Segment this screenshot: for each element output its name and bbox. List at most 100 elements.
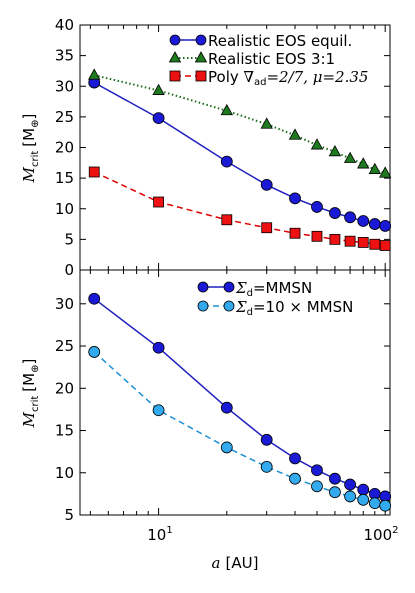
top-legend: Realistic EOS equil. Realistic EOS 3:1 P…	[168, 32, 368, 88]
data-point-circle	[88, 346, 101, 358]
data-point-square	[369, 238, 381, 250]
legend-marker-square	[169, 70, 181, 82]
data-point-circle	[379, 219, 392, 232]
y-tick-label: 35	[55, 47, 74, 65]
legend-entry-realistic-eos-equil: Realistic EOS equil.	[169, 32, 352, 50]
y-tick-label: 40	[55, 16, 74, 34]
data-point-circle	[368, 218, 381, 230]
x-tick-label-100: 1002	[363, 525, 398, 544]
legend-label-sigma-mmsn: Σd=MMSN	[235, 279, 312, 299]
data-point-circle	[260, 433, 273, 446]
legend-marker-circle	[197, 300, 209, 312]
y-tick-label: 5	[64, 506, 74, 524]
legend-entry-sigma-10-mmsn: Σd=10 × MMSN	[197, 298, 353, 318]
top-series-markers	[88, 68, 392, 251]
data-point-square	[379, 240, 391, 251]
legend-label-realistic-eos-3-1: Realistic EOS 3:1	[208, 50, 335, 68]
y-tick-label: 15	[55, 422, 74, 440]
x-tick-label-10: 101	[147, 525, 172, 544]
data-point-circle	[357, 483, 370, 496]
data-point-triangle	[357, 157, 370, 169]
y-tick-label: 20	[55, 379, 74, 397]
data-point-circle	[357, 493, 370, 506]
data-point-circle	[152, 112, 165, 124]
data-point-triangle	[220, 103, 233, 116]
data-point-circle	[88, 292, 101, 305]
data-point-circle	[368, 497, 381, 510]
data-point-circle	[260, 460, 273, 473]
y-tick-label: 10	[55, 200, 74, 218]
data-point-circle	[344, 490, 356, 503]
data-point-circle	[311, 480, 323, 493]
series-line-0	[93, 298, 386, 498]
data-point-circle	[329, 472, 341, 485]
data-point-circle	[152, 341, 165, 354]
x-axis-label: a [AU]	[212, 554, 259, 572]
data-point-circle	[220, 155, 233, 168]
legend-marker-circle	[223, 300, 235, 312]
legend-marker-triangle	[168, 51, 182, 63]
y-tick-label: 25	[55, 108, 74, 126]
data-point-circle	[289, 192, 301, 205]
data-point-circle	[220, 441, 233, 454]
y-tick-label: 30	[55, 77, 74, 95]
legend-marker-circle	[169, 34, 181, 46]
data-point-square	[261, 222, 273, 234]
y-tick-label: 0	[64, 261, 74, 279]
y-tick-label: 20	[55, 139, 74, 157]
bottom-panel: 5 10 15 20 25 30 Mcrit[M⊕] 101 1002 a [AU] Σd=…	[20, 269, 399, 572]
data-point-circle	[329, 207, 341, 219]
legend-label-realistic-eos-equil: Realistic EOS equil.	[208, 32, 352, 50]
legend-marker-triangle	[194, 51, 208, 63]
legend-entry-sigma-mmsn: Σd=MMSN	[197, 279, 312, 299]
legend-marker-square	[195, 70, 207, 82]
data-point-square	[344, 235, 356, 247]
legend-entry-poly: Poly ∇ad=2/7, μ=2.35	[169, 68, 368, 88]
y-tick-label: 15	[55, 169, 74, 187]
data-point-circle	[220, 401, 233, 414]
top-series-lines	[93, 74, 386, 247]
data-point-triangle	[260, 117, 273, 129]
series-line-1	[93, 351, 386, 507]
y-tick-label: 5	[64, 230, 74, 248]
bottom-y-tick-labels: 5 10 15 20 25 30	[55, 295, 74, 524]
data-point-square	[153, 196, 164, 208]
data-point-triangle	[88, 68, 101, 80]
data-point-triangle	[152, 83, 165, 95]
legend-marker-circle	[195, 34, 207, 46]
data-point-triangle	[343, 151, 357, 163]
series-line-1	[93, 74, 386, 175]
data-point-square	[311, 230, 323, 242]
data-point-circle	[344, 478, 356, 491]
legend-label-sigma-10-mmsn: Σd=10 × MMSN	[235, 298, 353, 318]
bottom-y-axis-label: Mcrit[M⊕]	[20, 359, 41, 429]
y-tick-label: 25	[55, 337, 74, 355]
bottom-legend: Σd=MMSN Σd=10 × MMSN	[197, 279, 353, 318]
legend-marker-circle	[223, 281, 235, 293]
data-point-circle	[311, 464, 323, 477]
top-panel: 0 5 10 15 20 25 30 35 40 Mcrit[M⊕] Realistic EOS…	[20, 16, 392, 279]
data-point-triangle	[328, 144, 342, 157]
data-point-square	[329, 233, 341, 245]
data-point-triangle	[368, 162, 382, 174]
data-point-triangle	[288, 128, 302, 140]
legend-entry-realistic-eos-3-1: Realistic EOS 3:1	[168, 50, 335, 68]
data-point-triangle	[379, 166, 392, 178]
series-line-2	[93, 171, 386, 247]
bottom-plot-frame	[79, 269, 391, 516]
top-y-axis-label: Mcrit[M⊕]	[20, 114, 41, 184]
data-point-circle	[289, 452, 301, 465]
data-point-square	[88, 166, 100, 178]
data-point-circle	[357, 215, 370, 227]
data-point-square	[357, 237, 369, 248]
legend-marker-circle	[197, 281, 209, 293]
y-tick-label: 30	[55, 295, 74, 313]
data-point-circle	[329, 486, 341, 499]
data-point-circle	[260, 178, 273, 191]
data-point-square	[289, 227, 301, 239]
top-ticks	[80, 24, 390, 271]
y-tick-label: 10	[55, 464, 74, 482]
data-point-triangle	[310, 138, 324, 150]
data-point-circle	[344, 211, 356, 224]
